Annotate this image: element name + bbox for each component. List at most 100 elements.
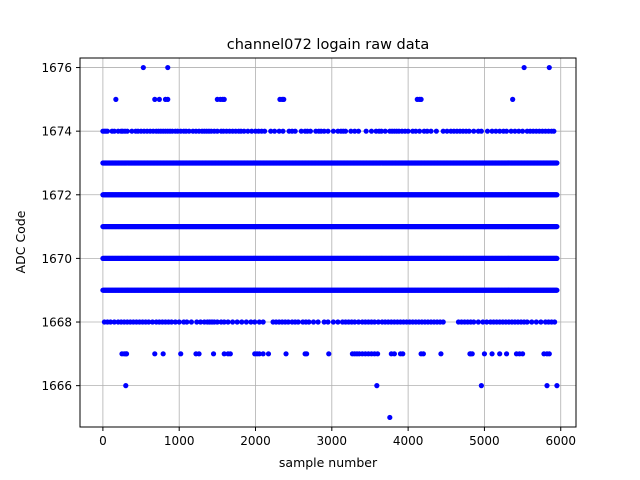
data-point: [440, 128, 446, 134]
data-point: [375, 319, 381, 325]
data-point: [471, 128, 477, 134]
data-point: [111, 319, 117, 325]
data-point: [256, 351, 262, 357]
data-point: [519, 128, 526, 134]
x-tick-label: 2000: [240, 434, 271, 448]
data-point: [400, 351, 406, 357]
data-point: [124, 128, 130, 134]
data-point: [260, 351, 266, 357]
data-point: [529, 319, 535, 325]
x-axis-ticks: 0 1000 2000 3000 4000 5000 6000: [99, 427, 576, 448]
data-point: [298, 128, 304, 134]
data-point: [480, 319, 486, 325]
x-tick-label: 1000: [164, 434, 195, 448]
data-point: [355, 319, 362, 325]
data-point: [413, 128, 419, 134]
data-point: [363, 128, 369, 134]
data-point: [521, 64, 527, 71]
data-point: [227, 351, 233, 357]
data-point: [352, 319, 358, 325]
data-point: [129, 128, 135, 134]
data-point: [152, 351, 158, 357]
data-point: [325, 319, 331, 325]
data-point: [466, 128, 472, 134]
data-point: [554, 287, 560, 293]
data-point: [497, 128, 503, 134]
data-point: [440, 319, 446, 325]
data-point: [428, 128, 434, 134]
data-point: [160, 351, 166, 357]
data-point: [524, 319, 530, 325]
y-tick-label: 1672: [41, 188, 72, 202]
data-point: [405, 128, 411, 134]
data-point: [176, 319, 182, 325]
data-point: [330, 128, 336, 134]
data-point: [378, 128, 385, 134]
data-point: [230, 319, 236, 325]
data-point: [355, 128, 362, 134]
data-point: [478, 383, 484, 389]
x-tick-label: 6000: [545, 434, 576, 448]
data-point: [551, 128, 557, 134]
data-point: [249, 128, 255, 134]
data-point: [304, 351, 310, 357]
y-tick-label: 1670: [41, 252, 72, 266]
data-point: [178, 351, 184, 357]
data-point: [418, 96, 424, 102]
data-point: [276, 128, 282, 134]
data-point: [295, 319, 301, 325]
data-point: [546, 351, 552, 357]
data-point: [516, 128, 522, 134]
data-point: [168, 319, 175, 325]
data-point: [245, 128, 251, 134]
data-point: [113, 96, 119, 102]
y-tick-label: 1674: [41, 125, 72, 139]
data-point: [243, 319, 249, 325]
data-point: [172, 319, 178, 325]
data-point: [510, 96, 516, 102]
data-point: [538, 319, 544, 325]
data-point: [503, 351, 510, 357]
data-point: [387, 414, 393, 421]
data-point: [188, 319, 195, 325]
data-point: [493, 128, 499, 134]
data-point: [281, 96, 287, 102]
data-point: [107, 319, 114, 325]
data-point: [239, 319, 245, 325]
data-point: [478, 128, 484, 134]
data-point: [503, 128, 510, 134]
data-point: [252, 319, 258, 325]
data-point: [416, 128, 423, 134]
data-point: [268, 128, 274, 134]
data-point: [375, 351, 381, 357]
data-point: [285, 319, 291, 325]
data-point: [234, 319, 240, 325]
data-point: [544, 383, 550, 389]
data-point: [335, 319, 341, 325]
data-point: [321, 319, 327, 325]
data-point: [554, 255, 560, 262]
y-tick-label: 1676: [41, 61, 72, 75]
data-point: [280, 128, 286, 134]
data-point: [508, 128, 514, 134]
data-point: [310, 319, 317, 325]
y-tick-label: 1666: [41, 379, 72, 393]
data-point: [256, 319, 262, 325]
data-point: [248, 319, 254, 325]
data-point: [374, 383, 380, 389]
data-point: [307, 128, 314, 134]
data-point: [420, 351, 426, 357]
data-point: [342, 128, 349, 134]
data-point: [165, 96, 171, 102]
data-point: [325, 128, 331, 134]
data-point: [481, 351, 488, 357]
data-point: [265, 351, 272, 357]
data-point: [214, 128, 220, 134]
data-point: [348, 128, 354, 134]
data-point: [444, 128, 450, 134]
data-point: [140, 64, 146, 71]
data-points: [100, 64, 560, 421]
data-point: [533, 319, 539, 325]
